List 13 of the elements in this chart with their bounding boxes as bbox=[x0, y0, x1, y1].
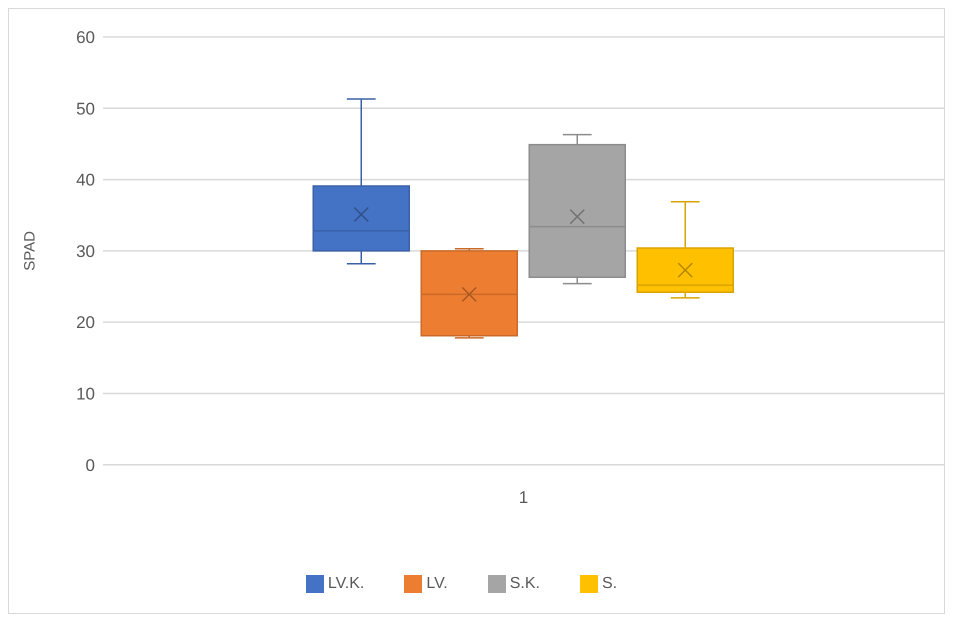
y-axis-title: SPAD bbox=[21, 230, 38, 271]
y-tick-label: 50 bbox=[76, 99, 95, 118]
legend-label: S. bbox=[602, 575, 618, 592]
x-tick-label: 1 bbox=[518, 488, 528, 507]
y-tick-label: 30 bbox=[76, 242, 95, 261]
legend-label: S.K. bbox=[510, 575, 540, 592]
y-tick-label: 20 bbox=[76, 313, 95, 332]
legend-label: LV.K. bbox=[328, 575, 364, 592]
legend-label: LV. bbox=[426, 575, 448, 592]
y-tick-label: 60 bbox=[76, 28, 95, 48]
y-tick-label: 40 bbox=[76, 170, 95, 190]
y-tick-label: 0 bbox=[86, 456, 95, 475]
y-tick-label: 10 bbox=[76, 384, 95, 404]
